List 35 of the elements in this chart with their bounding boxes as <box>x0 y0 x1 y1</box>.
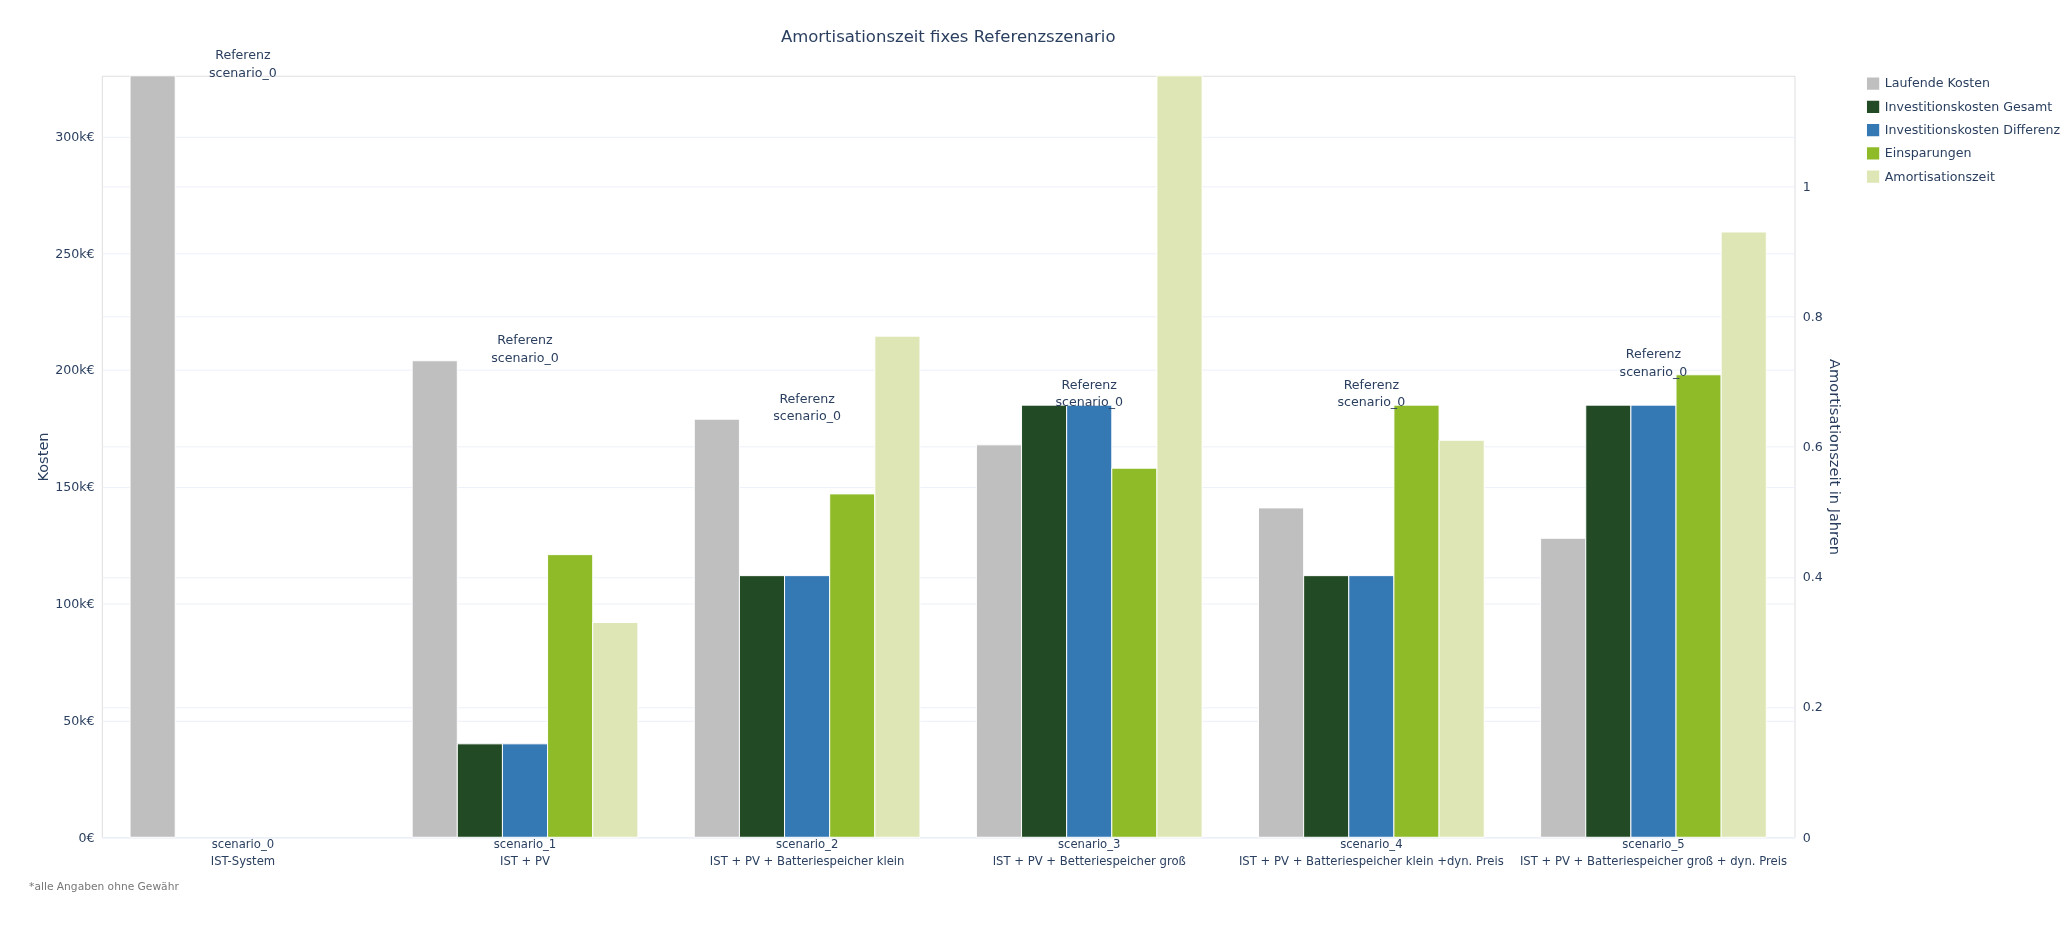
y-tick-label: 250k€ <box>55 245 95 261</box>
y2-tick-label: 0.6 <box>1802 439 1823 455</box>
y-tick-label: 200k€ <box>55 362 95 378</box>
annotation: Referenz scenario_0 <box>1055 376 1124 410</box>
annotation: Referenz scenario_0 <box>491 332 559 365</box>
y-tick-label: 150k€ <box>55 479 95 495</box>
y2-axis-title: Amortisationszeit in Jahren <box>1826 359 1844 555</box>
legend-label: Investitionskosten Differenz <box>1884 122 2061 137</box>
legend-label: Investitionskosten Gesamt <box>1884 98 2053 114</box>
x-tick-label: scenario_0 IST-System <box>210 837 276 868</box>
legend-label: Laufende Kosten <box>1884 75 1991 91</box>
x-tick-label: scenario_4 IST + PV + Batteriespeicher klein +dyn. Preis <box>1238 837 1504 868</box>
y-tick-label: 0€ <box>78 829 95 845</box>
y2-tick-label: 0.2 <box>1802 699 1823 715</box>
legend-label: Amortisationszeit <box>1884 168 1995 184</box>
y2-tick-label: 0 <box>1802 829 1811 845</box>
y-tick-label: 300k€ <box>55 128 95 144</box>
annotation: Referenz scenario_0 <box>1619 346 1688 379</box>
chart-title: Amortisationszeit fixes Referenzszenario <box>780 26 1116 46</box>
bar <box>129 75 176 838</box>
y2-tick-label: 1 <box>1802 178 1811 194</box>
y-axis-title: Kosten <box>34 432 52 482</box>
x-tick-label: scenario_5 IST + PV + Batteriespeicher groß + dyn. Preis <box>1519 837 1788 868</box>
y2-tick-label: 0.8 <box>1802 308 1823 324</box>
y-tick-label: 100k€ <box>55 596 95 612</box>
annotation: Referenz scenario_0 <box>1337 376 1406 410</box>
annotation: Referenz scenario_0 <box>209 47 277 80</box>
annotation: Referenz scenario_0 <box>773 390 841 424</box>
y-tick-label: 50k€ <box>63 712 95 728</box>
x-tick-label: scenario_1 IST + PV <box>493 837 557 868</box>
legend-label: Einsparungen <box>1884 145 1972 161</box>
text: *alle Angaben ohne Gewähr <box>29 879 180 893</box>
y2-tick-label: 0.4 <box>1802 569 1823 585</box>
x-tick-label: scenario_2 IST + PV + Batteriespeicher klein <box>709 837 905 868</box>
x-tick-label: scenario_3 IST + PV + Betteriespeicher groß <box>992 837 1186 868</box>
